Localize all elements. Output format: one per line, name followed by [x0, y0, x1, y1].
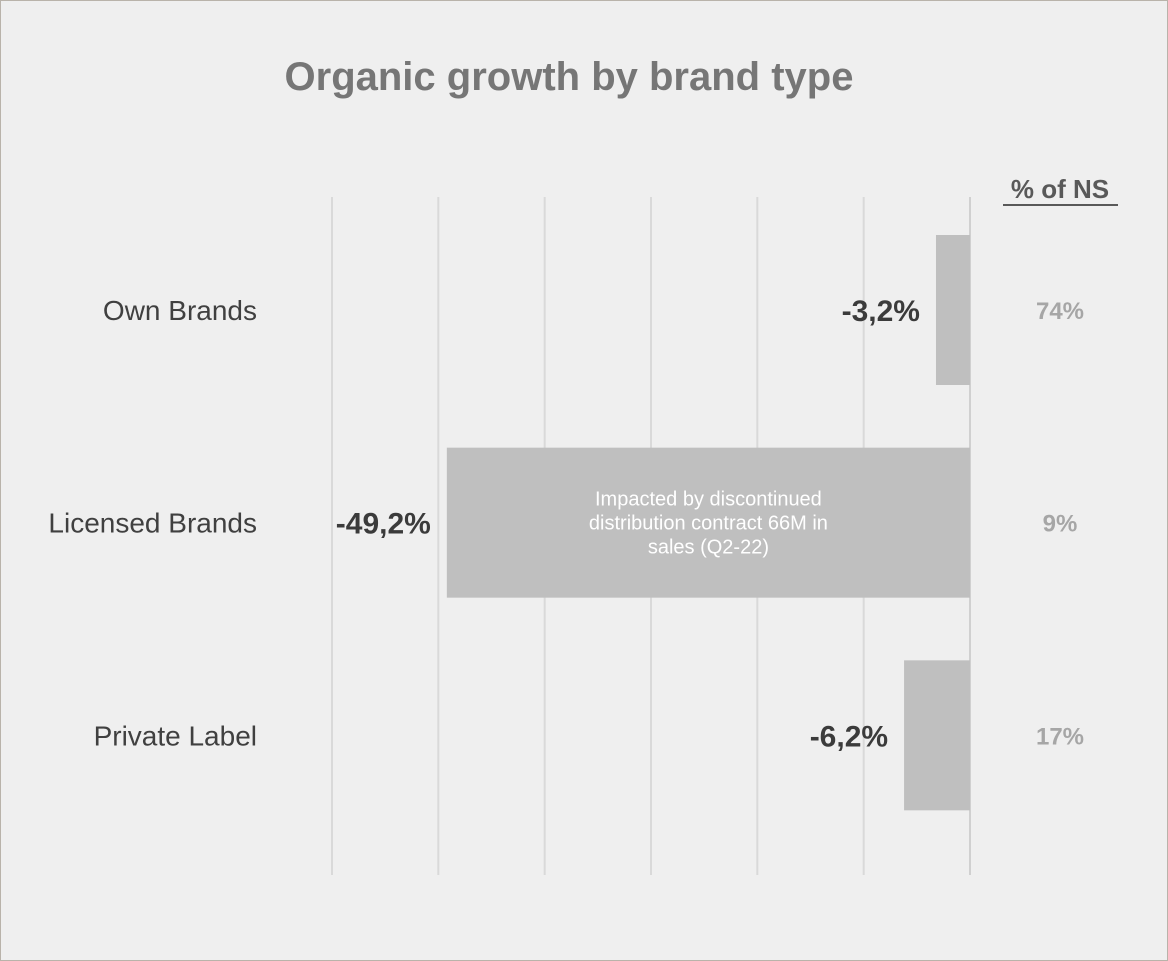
share-value: 74% [1036, 298, 1084, 325]
category-label: Own Brands [103, 295, 257, 326]
annotation-line: Impacted by discontinued [595, 489, 822, 511]
bar-licensed-brands [446, 447, 971, 598]
labels: Own Brands -3,2% 74% Licensed Brands -49,2% 9… [48, 295, 1084, 753]
annotation-line: distribution contract 66M in [589, 513, 828, 535]
share-header: % of NS [1011, 174, 1109, 204]
bars [446, 235, 971, 811]
category-label: Private Label [94, 720, 257, 751]
category-label: Licensed Brands [48, 508, 257, 539]
value-label: -49,2% [336, 508, 431, 541]
value-label: -3,2% [842, 295, 920, 328]
share-value: 9% [1043, 511, 1078, 538]
share-value: 17% [1036, 723, 1084, 750]
value-label: -6,2% [810, 720, 888, 753]
bar-private-label [904, 660, 970, 811]
chart-title: Organic growth by brand type [285, 55, 854, 99]
bar-own-brands [935, 235, 970, 385]
annotation-line: sales (Q2-22) [648, 537, 769, 559]
